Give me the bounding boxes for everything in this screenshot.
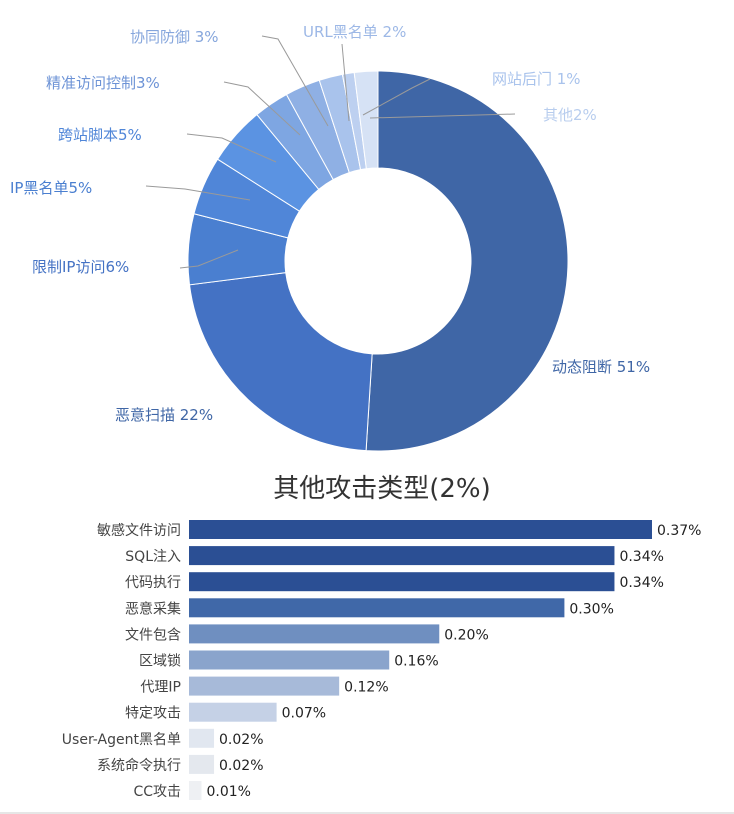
bar <box>189 754 215 774</box>
leader-line <box>369 113 516 119</box>
bar <box>189 781 202 800</box>
leader-line <box>179 249 239 269</box>
category-label: 文件包含 <box>125 627 181 643</box>
slice-label: 协同防御 3% <box>130 28 219 46</box>
leader-line <box>145 185 251 201</box>
category-label: 系统命令执行 <box>97 757 181 774</box>
bar <box>189 598 565 618</box>
bar <box>189 572 615 592</box>
value-label: 0.34% <box>619 549 663 565</box>
value-label: 0.30% <box>569 601 613 617</box>
bar <box>189 624 440 644</box>
leader-line <box>362 78 431 116</box>
donut-slice <box>188 272 373 452</box>
slice-label: 跨站脚本5% <box>58 126 142 144</box>
slice-label: URL黑名单 2% <box>303 23 406 41</box>
leader-line <box>186 133 277 163</box>
bottom-divider <box>0 812 734 814</box>
category-label: 代码执行 <box>125 575 181 591</box>
value-label: 0.37% <box>657 523 701 539</box>
value-label: 0.20% <box>444 627 488 643</box>
bar <box>189 676 340 696</box>
category-label: 恶意采集 <box>125 600 181 617</box>
category-label: SQL注入 <box>125 549 181 565</box>
value-label: 0.34% <box>619 575 663 591</box>
donut-chart: 动态阻断 51% 恶意扫描 22% 限制IP访问6% IP黑名单5% 跨站脚本5% 精准访… <box>10 23 650 452</box>
donut-slice <box>353 70 379 170</box>
slice-label: 网站后门 1% <box>492 70 581 88</box>
slice-label: 恶意扫描 22% <box>115 406 213 424</box>
slice-label: IP黑名单5% <box>10 179 92 197</box>
category-label: 特定攻击 <box>125 706 181 722</box>
category-label: 敏感文件访问 <box>97 522 181 539</box>
value-label: 0.16% <box>394 654 438 670</box>
slice-label: 动态阻断 51% <box>552 358 650 376</box>
slice-label: 精准访问控制3% <box>46 74 160 92</box>
bar <box>189 702 277 722</box>
bar <box>189 650 390 670</box>
leader-line <box>261 35 329 127</box>
value-label: 0.02% <box>219 758 263 774</box>
slice-label: 其他2% <box>543 106 597 124</box>
value-label: 0.12% <box>344 680 388 696</box>
bar <box>189 728 215 748</box>
category-label: CC攻击 <box>133 784 181 800</box>
value-label: 0.01% <box>207 784 251 800</box>
value-label: 0.02% <box>219 732 263 748</box>
value-label: 0.07% <box>282 706 326 722</box>
category-label: 区域锁 <box>139 654 181 670</box>
bar <box>189 520 652 539</box>
category-label: 代理IP <box>140 680 181 696</box>
leader-line <box>341 43 350 122</box>
bar <box>189 546 615 566</box>
donut-slice <box>365 70 569 452</box>
bar-chart-title: 其他攻击类型(2%) <box>273 474 491 504</box>
leader-line <box>223 81 301 136</box>
category-label: User-Agent黑名单 <box>62 732 181 748</box>
slice-label: 限制IP访问6% <box>32 258 129 276</box>
